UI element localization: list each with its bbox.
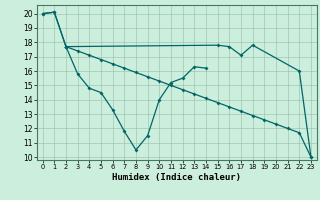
X-axis label: Humidex (Indice chaleur): Humidex (Indice chaleur)	[112, 173, 241, 182]
